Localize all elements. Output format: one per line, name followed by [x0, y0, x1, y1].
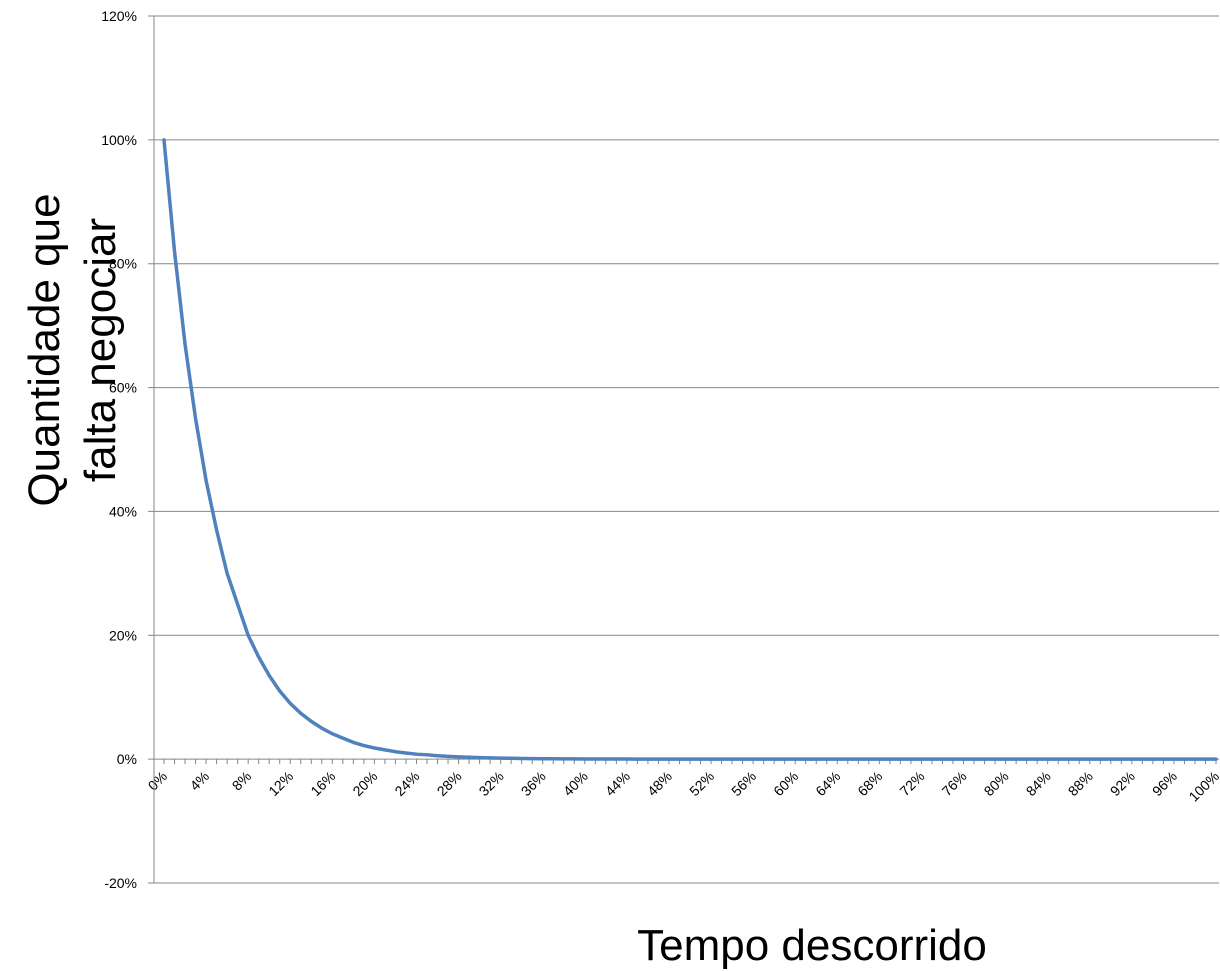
x-tick-label: 24%: [391, 768, 422, 799]
x-tick-label: 56%: [728, 768, 759, 799]
y-axis-title-line: falta negociar: [76, 218, 125, 482]
x-tick-label: 12%: [265, 768, 296, 799]
y-tick-label: -20%: [104, 875, 137, 891]
y-tick-label: 120%: [101, 8, 137, 24]
x-tick-label: 64%: [812, 768, 843, 799]
x-tick-label: 76%: [939, 768, 970, 799]
x-tick-label: 96%: [1149, 768, 1180, 799]
gridlines: [148, 15, 1219, 884]
series-line-0: [162, 138, 1218, 761]
x-tick-label: 92%: [1107, 768, 1138, 799]
x-tick-label: 36%: [518, 768, 549, 799]
y-tick-label: 40%: [109, 503, 137, 519]
x-axis-tick-labels: 0% 4% 8% 12% 16% 20% 24% 28% 32% 36% 40% 44% 48% 52% 5…: [144, 768, 1220, 805]
x-tick-label: 20%: [349, 768, 380, 799]
x-tick-label: 32%: [476, 768, 507, 799]
y-tick-label: 60%: [109, 380, 137, 396]
x-tick-label: 84%: [1023, 768, 1054, 799]
x-tick-label: 68%: [854, 768, 885, 799]
x-tick-label: 48%: [644, 768, 675, 799]
y-tick-label: 100%: [101, 132, 137, 148]
x-tick-label: 88%: [1065, 768, 1096, 799]
x-tick-label: 40%: [560, 768, 591, 799]
x-tick-label: 0%: [144, 768, 170, 794]
y-axis-title: Quantidade que falta negociar: [20, 193, 125, 506]
y-axis-title-line: Quantidade que: [20, 193, 69, 506]
x-tick-label: 8%: [229, 768, 255, 794]
y-tick-label: 0%: [117, 751, 137, 767]
y-tick-label: 20%: [109, 627, 137, 643]
x-tick-label: 16%: [307, 768, 338, 799]
series-group: [162, 138, 1218, 761]
x-tick-label: 28%: [434, 768, 465, 799]
x-tick-label: 72%: [896, 768, 927, 799]
x-tick-label: 100%: [1185, 768, 1220, 805]
y-axis-tick-labels: -20% 0% 20% 40% 60% 80% 100% 120%: [101, 8, 137, 891]
x-tick-label: 4%: [187, 768, 213, 794]
x-tick-label: 60%: [770, 768, 801, 799]
y-tick-label: 80%: [109, 256, 137, 272]
x-tick-label: 44%: [602, 768, 633, 799]
x-axis-title: Tempo descorrido: [637, 921, 987, 970]
x-tick-label: 80%: [981, 768, 1012, 799]
x-tick-label: 52%: [686, 768, 717, 799]
